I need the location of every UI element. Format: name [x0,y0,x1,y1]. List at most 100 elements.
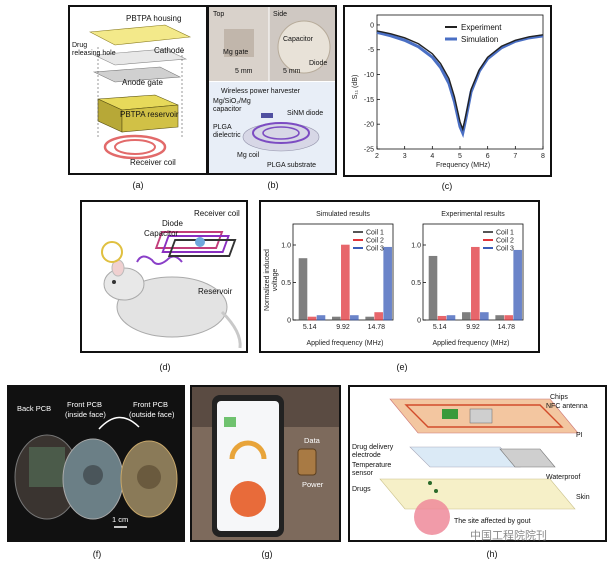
label-diode-b: Diode [309,60,327,67]
bar-coil1 [462,312,471,321]
pcb-photo: Back PCB Front PCB (inside face) Front P… [9,387,183,540]
bar-coil1 [428,255,438,321]
gauge-arc [229,440,267,460]
label-temp-1: Temperature [352,462,391,469]
label-front-out-2: (outside face) [129,410,175,419]
device-exploded-diagram: PBTPA housing Drug releasing hole Cathod… [72,14,192,167]
label-back-pcb: Back PCB [17,404,51,413]
label-cathode: Cathode [154,46,185,55]
e-ytick-label: 0 [417,318,421,325]
c-xtick-label: 4 [430,153,434,160]
label-skin: Skin [576,494,590,501]
induced-voltage-charts: Normalized induced voltage Simulated res… [264,211,524,347]
label-pi: PI [576,432,583,439]
phone-photo: Data Power [192,387,339,540]
c-xtick-label: 3 [403,153,407,160]
label-scale-b1: 5 mm [235,68,253,75]
e-ylabel-2: voltage [272,269,279,292]
panel-d: Receiver coil Diode Capacitor Reservoir [80,200,248,353]
label-mg-gate: Mg gate [223,49,248,56]
e-ytick-label: 0 [287,318,291,325]
e-xtick-label: 5.14 [303,324,317,331]
waterproof-layer [499,448,556,468]
caption-c: (c) [441,181,453,191]
legend-label: Coil 3 [366,246,384,253]
bar-coil1 [365,316,374,321]
label-reservoir: PBTPA reservoir [120,110,179,119]
series-line-simulation [376,30,544,139]
c-xlabel: Frequency (MHz) [436,162,490,169]
label-data: Data [304,436,321,445]
legend-label: Coil 3 [496,246,514,253]
label-drug-1: Drug [72,42,87,49]
bar-coil2 [374,312,383,321]
caption-h: (h) [486,549,498,559]
c-xtick-label: 8 [541,153,545,160]
bar-coil3 [316,315,326,321]
e-ytick-label: 1.0 [281,243,291,250]
c-xtick-label: 2 [375,153,379,160]
bar-coil2 [341,244,350,321]
implant-wire [136,255,183,265]
skin-layer [379,478,576,510]
receiver-coil-shape [103,134,167,160]
label-mg-cap-1: Mg/SiO₂/Mg [213,98,251,105]
label-chips: Chips [550,394,568,401]
anode-layer [92,66,182,83]
gout-patch-diagram: Chips NFC antenna PI Drug delivery elect… [352,394,590,535]
c-xtick-label: 5 [458,153,462,160]
label-mg-coil: Mg coil [237,152,260,159]
panel-e: Normalized induced voltage Simulated res… [259,200,540,353]
legend-label: Coil 2 [496,238,514,245]
label-waterproof: Waterproof [546,474,580,481]
panel-c: 2 3 4 5 6 7 8 0 -5 -10 -15 -20 -25 Frequency (MHz) S… [343,5,552,177]
label-front-in-1: Front PCB [67,400,102,409]
label-scale-b2: 5 mm [283,68,301,75]
gout-site [414,499,450,535]
e-xlabel-left: Applied frequency (MHz) [306,340,383,347]
bar-coil3 [446,315,456,321]
wearable-patch [297,448,317,476]
e-xlabel-right: Applied frequency (MHz) [432,340,509,347]
caption-d: (d) [159,362,171,372]
label-capacitor-d: Capacitor [144,229,179,238]
series-line-experiment [376,30,544,132]
label-mg-cap-2: capacitor [213,106,242,113]
label-diode-d: Diode [162,219,183,228]
label-drugs: Drugs [352,486,371,493]
legend-experiment: Experiment [461,23,502,32]
panel-a: PBTPA housing Drug releasing hole Cathod… [68,5,208,175]
bar-coil3 [383,246,392,321]
rat-head [103,267,145,301]
legend-label: Coil 1 [366,230,384,237]
label-nfc: NFC antenna [546,403,588,410]
label-gout: The site affected by gout [454,518,531,525]
label-coil: Receiver coil [130,158,176,167]
c-ytick-label: -20 [364,122,374,129]
watermark: 中国工程院院刊 [470,530,547,542]
orange-button-circle [230,481,266,517]
panel-b: Top Side Mg gate Capacitor Diode 5 mm 5 … [207,5,337,175]
label-anode: Anode gate [122,78,163,87]
legend-label: Coil 2 [366,238,384,245]
caption-f: (f) [92,549,102,559]
bar-coil3 [513,249,522,321]
c-ytick-label: -5 [368,47,374,54]
label-power: Power [302,480,324,489]
bar-coil3 [350,315,359,321]
bar-coil1 [332,316,341,321]
e-ylabel-1: Normalized induced [264,249,271,311]
caption-b: (b) [267,180,279,190]
bar-coil2 [504,315,513,321]
c-ytick-label: 0 [370,22,374,29]
device-side-photo [277,20,331,74]
label-front-out-1: Front PCB [133,400,168,409]
c-ytick-label: -10 [364,72,374,79]
e-xtick-label: 5.14 [433,324,447,331]
label-front-in-2: (inside face) [65,410,106,419]
c-ytick-label: -15 [364,97,374,104]
bar-chart-title: Experimental results [441,211,505,218]
legend-label: Coil 1 [496,230,514,237]
e-xtick-label: 14.78 [368,324,386,331]
c-xtick-label: 7 [513,153,517,160]
